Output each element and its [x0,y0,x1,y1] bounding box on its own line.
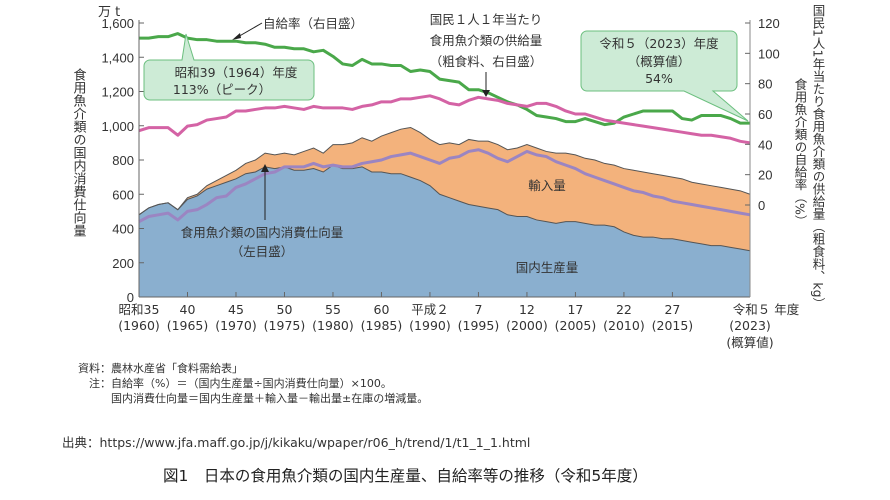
right-tick-label: 40 [758,137,772,152]
callout-latest-line1: 令和５（2023）年度 [599,36,719,51]
annotation-consumption: 食用魚介類の国内消費仕向量 （左目盛） [181,164,344,259]
figure-caption: 図1 日本の食用魚介類の国内生産量、自給率等の推移（令和5年度） [163,467,648,485]
stacked-areas [138,126,751,297]
annotation-supply-line1: 国民１人１年当たり [430,12,543,27]
x-tick-label-year: (2000) [506,318,548,333]
callout-latest-line3: 54% [645,71,673,86]
callout-latest-line2: （概算値） [628,54,691,69]
x-tick-label-era: 60 [374,302,390,317]
x-tick-label-year: (1980) [312,318,354,333]
line-per-capita-supply-path [138,94,751,145]
chart: 0 200 400 600 800 1,000 1,200 1,400 1,600 0 20 40 60… [71,4,826,350]
note-consumption-formula: 国内消費仕向量＝国内生産量＋輸入量－輸出量±在庫の増減量。 [78,392,429,405]
left-tick-label: 1,000 [101,119,134,134]
callout-peak: 昭和39（1964）年度 113%（ピーク） [143,33,315,101]
x-tick-label-year: (2023) [729,318,771,333]
x-tick-label-era: 7 [474,302,482,317]
outline-production [138,164,751,252]
left-axis-title: 食用魚介類の国内消費仕向量 [71,67,87,237]
callout-latest: 令和５（2023）年度 （概算値） 54% [580,30,749,122]
left-tick-label: 1,400 [101,50,134,65]
right-tick-label: 20 [758,168,772,183]
left-tick-label: 200 [112,256,134,271]
callout-peak-line1: 昭和39（1964）年度 [175,65,298,80]
x-tick-label-year: (2005) [555,318,597,333]
x-tick-label-era: 12 [519,302,535,317]
annotation-supply: 国民１人１年当たり 食用魚介類の供給量 （粗食料、右目盛） [430,12,543,97]
x-tick-label-year: (1965) [167,318,209,333]
line-per-capita-supply [138,94,751,145]
callout-peak-line2: 113%（ピーク） [173,82,271,97]
left-tick-label: 600 [112,187,134,202]
label-imports: 輸入量 [528,178,566,193]
x-tick-label-extra: (概算値) [726,335,773,350]
annotation-supply-line3: （粗食料、右目盛） [430,54,543,69]
x-tick-label-era: 40 [180,302,196,317]
x-tick-label-era: 27 [664,302,680,317]
x-tick-label-year: (1960) [118,318,160,333]
x-tick-label-year: (1995) [458,318,500,333]
x-tick-label-era: 22 [616,302,632,317]
x-tick-label-year: (1985) [361,318,403,333]
note-self-sufficiency-formula: 注：自給率（%）＝（国内生産量÷国内消費仕向量）×100。 [78,377,392,390]
note-source-data: 資料：農林水産省「食料需給表」 [78,362,243,375]
annotation-consumption-line2: （左目盛） [231,244,294,259]
x-tick-label-era: 17 [567,302,583,317]
x-tick-label-era: 令和５ 年度 [733,302,800,317]
line-domestic-consumption-path [138,148,751,223]
x-tick-label-era: 50 [277,302,293,317]
x-tick-label-era: 昭和35 [119,302,160,317]
left-tick-label: 1,200 [101,85,134,100]
left-axis-unit: 万 t [98,5,120,20]
right-axis-title-inner: 食用魚介類の自給率（%） [793,77,808,227]
x-tick-label-year: (1970) [215,318,257,333]
right-tick-label: 120 [758,16,780,31]
annotation-self-sufficiency: 自給率（右目盛） [232,16,363,40]
area-imports [139,127,750,251]
right-tick-label: 80 [758,77,772,92]
line-self-sufficiency-rate-path [139,32,750,127]
source-url: 出典：https://www.jfa.maff.go.jp/j/kikaku/w… [62,435,531,450]
series-lines [138,32,751,223]
right-axis-title-outer: 国民1人1年当たり食用魚介類の供給量（粗食料、kg） [811,4,826,310]
x-tick-label-era: 55 [325,302,341,317]
right-tick-label: 0 [758,198,765,213]
annotation-supply-line2: 食用魚介類の供給量 [430,33,543,48]
x-tick-label-year: (1975) [264,318,306,333]
axes: 0 200 400 600 800 1,000 1,200 1,400 1,600 0 20 40 60… [101,16,799,350]
x-tick-label-era: 平成２ [411,302,449,317]
label-domestic-production: 国内生産量 [516,260,579,275]
left-tick-label: 0 [127,290,134,305]
left-tick-label: 400 [112,222,134,237]
outline-total [138,126,751,216]
annotation-consumption-line1: 食用魚介類の国内消費仕向量 [181,225,344,240]
line-domestic-consumption [138,148,751,223]
annotation-self-sufficiency-text: 自給率（右目盛） [263,16,363,31]
left-tick-label: 800 [112,153,134,168]
x-tick-label-era: 45 [228,302,244,317]
left-tick-label: 1,600 [101,16,134,31]
x-tick-label-year: (1990) [409,318,451,333]
area-domestic-production [139,165,750,297]
x-tick-label-year: (2010) [603,318,645,333]
x-tick-label-year: (2015) [652,318,694,333]
right-tick-label: 60 [758,107,772,122]
right-tick-label: 100 [758,46,780,61]
